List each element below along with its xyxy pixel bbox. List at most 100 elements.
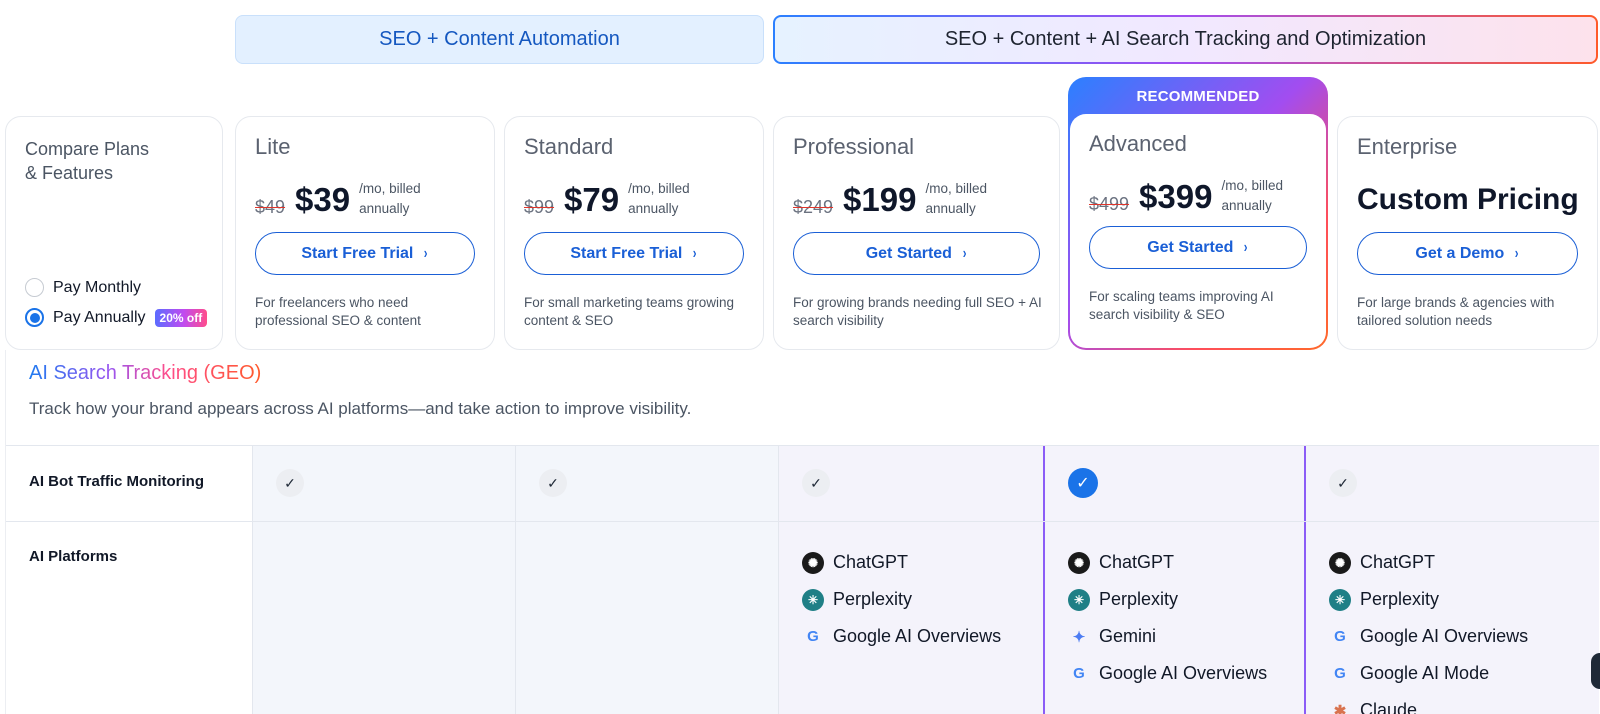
platform-list: ✺ ChatGPT ✳ Perplexity G Google AI Overview… — [802, 544, 1001, 655]
section-subtitle: Track how your brand appears across AI p… — [29, 399, 692, 418]
group-header-automation-label: SEO + Content Automation — [379, 28, 620, 50]
standard-cell — [515, 522, 778, 714]
group-header-automation: SEO + Content Automation — [235, 15, 764, 64]
list-item: ✺ ChatGPT — [1068, 544, 1267, 581]
check-icon: ✓ — [1329, 469, 1357, 497]
old-price: $99 — [524, 197, 555, 217]
pay-annually-radio[interactable] — [25, 308, 44, 327]
plan-name: Standard — [524, 134, 614, 159]
perplexity-icon: ✳ — [1068, 588, 1090, 611]
plan-card-professional: Professional $249 $199 /mo, billed annua… — [773, 116, 1060, 350]
cta-label: Get a Demo — [1415, 244, 1505, 262]
price-row: $499 $399 /mo, billed annually — [1089, 176, 1293, 216]
list-item: G Google AI Overviews — [1329, 618, 1528, 655]
group-header-ai-tracking: SEO + Content + AI Search Tracking and O… — [773, 15, 1598, 64]
perplexity-icon: ✳ — [802, 588, 824, 611]
google-icon: G — [1073, 665, 1085, 682]
plan-description: For large brands & agencies with tailore… — [1357, 295, 1555, 328]
list-item: ✳ Perplexity — [802, 581, 1001, 618]
section-title: AI Search Tracking (GEO) — [29, 362, 262, 384]
plan-description: For small marketing teams growing conten… — [524, 295, 735, 328]
feature-label: AI Platforms — [29, 548, 118, 565]
plan-name: Advanced — [1089, 131, 1187, 156]
lite-cell — [252, 522, 515, 714]
cta-label: Start Free Trial — [570, 244, 683, 262]
plan-card-standard: Standard $99 $79 /mo, billed annually St… — [504, 116, 764, 350]
pay-monthly-option[interactable]: Pay Monthly — [25, 278, 141, 297]
compare-plans-title: Compare Plans & Features — [25, 139, 150, 183]
platform-list: ✺ ChatGPT ✳ Perplexity ✦ Gemini G Google AI … — [1068, 544, 1267, 692]
billing-period: /mo, billed annually — [1221, 178, 1283, 213]
cta-label: Get Started — [865, 244, 952, 262]
advanced-cell: ✓ — [1043, 446, 1306, 521]
platform-name: Perplexity — [833, 589, 913, 609]
current-price: $199 — [843, 181, 917, 218]
pay-annually-label: Pay Annually — [53, 308, 146, 326]
get-started-button[interactable]: Get Started › — [1089, 226, 1307, 269]
list-item: G Google AI Overviews — [802, 618, 1001, 655]
custom-pricing: Custom Pricing — [1357, 183, 1579, 216]
price-row: $249 $199 /mo, billed annually — [793, 179, 997, 219]
list-item: ✱ Claude — [1329, 692, 1528, 714]
table-row-ai-platforms: AI Platforms ✺ ChatGPT ✳ Perplexity G Googl… — [6, 521, 1599, 714]
list-item: ✺ ChatGPT — [1329, 544, 1528, 581]
chevron-right-icon: › — [1515, 244, 1519, 262]
old-price: $499 — [1089, 194, 1130, 214]
professional-cell: ✓ — [778, 446, 1043, 521]
chat-widget-handle[interactable] — [1591, 653, 1600, 689]
plan-name: Professional — [793, 134, 915, 159]
plan-name: Enterprise — [1357, 134, 1458, 159]
chevron-right-icon: › — [424, 244, 428, 262]
advanced-card-body: Advanced $499 $399 /mo, billed annually … — [1070, 114, 1326, 348]
list-item: G Google AI Overviews — [1068, 655, 1267, 692]
current-price: $79 — [564, 181, 620, 218]
plan-name: Lite — [255, 134, 291, 159]
platform-name: Google AI Mode — [1360, 663, 1490, 683]
platform-list: ✺ ChatGPT ✳ Perplexity G Google AI Overview… — [1329, 544, 1528, 714]
gemini-icon: ✦ — [1072, 628, 1086, 646]
platform-name: Google AI Overviews — [1360, 626, 1529, 646]
list-item: ✳ Perplexity — [1329, 581, 1528, 618]
pay-monthly-radio[interactable] — [25, 278, 44, 297]
platform-name: ChatGPT — [1099, 552, 1175, 572]
discount-badge: 20% off — [154, 308, 208, 327]
check-icon: ✓ — [276, 469, 304, 497]
plan-card-enterprise: Enterprise Custom Pricing Get a Demo › F… — [1337, 116, 1598, 350]
lite-cell: ✓ — [252, 446, 515, 521]
price-row: $49 $39 /mo, billed annually — [255, 179, 431, 219]
professional-cell: ✺ ChatGPT ✳ Perplexity G Google AI Overview… — [778, 522, 1043, 714]
check-icon: ✓ — [802, 469, 830, 497]
standard-cell: ✓ — [515, 446, 778, 521]
get-started-button[interactable]: Get Started › — [793, 232, 1040, 275]
current-price: $39 — [295, 181, 351, 218]
ai-search-tracking-section: AI Search Tracking (GEO) Track how your … — [5, 350, 1599, 714]
advanced-cell: ✺ ChatGPT ✳ Perplexity ✦ Gemini G Google AI … — [1043, 522, 1306, 714]
pay-monthly-label: Pay Monthly — [53, 278, 142, 296]
list-item: ✺ ChatGPT — [802, 544, 1001, 581]
check-icon: ✓ — [539, 469, 567, 497]
price-row: $99 $79 /mo, billed annually — [524, 179, 700, 219]
old-price: $49 — [255, 197, 286, 217]
cta-label: Get Started — [1147, 238, 1234, 256]
plan-description: For freelancers who need professional SE… — [255, 295, 421, 328]
chevron-right-icon: › — [1244, 238, 1248, 256]
perplexity-icon: ✳ — [1329, 588, 1351, 611]
enterprise-cell: ✺ ChatGPT ✳ Perplexity G Google AI Overview… — [1306, 522, 1599, 714]
recommended-ribbon: RECOMMENDED — [1136, 88, 1260, 105]
plan-description: For scaling teams improving AI search vi… — [1089, 289, 1274, 322]
platform-name: Google AI Overviews — [1099, 663, 1268, 683]
platform-name: Claude — [1360, 700, 1418, 714]
start-free-trial-button[interactable]: Start Free Trial › — [255, 232, 475, 275]
get-a-demo-button[interactable]: Get a Demo › — [1357, 232, 1578, 275]
billing-period: /mo, billed annually — [628, 181, 690, 216]
pay-annually-option[interactable]: Pay Annually 20% off — [25, 308, 208, 327]
platform-name: Perplexity — [1360, 589, 1440, 609]
start-free-trial-button[interactable]: Start Free Trial › — [524, 232, 744, 275]
enterprise-cell: ✓ — [1306, 446, 1599, 521]
current-price: $399 — [1139, 178, 1213, 215]
chatgpt-icon: ✺ — [1068, 551, 1090, 574]
list-item: G Google AI Mode — [1329, 655, 1528, 692]
plan-card-advanced: RECOMMENDED Advanced $499 $399 /mo, bill… — [1068, 77, 1328, 350]
billing-period: /mo, billed annually — [359, 181, 421, 216]
cta-label: Start Free Trial — [301, 244, 414, 262]
